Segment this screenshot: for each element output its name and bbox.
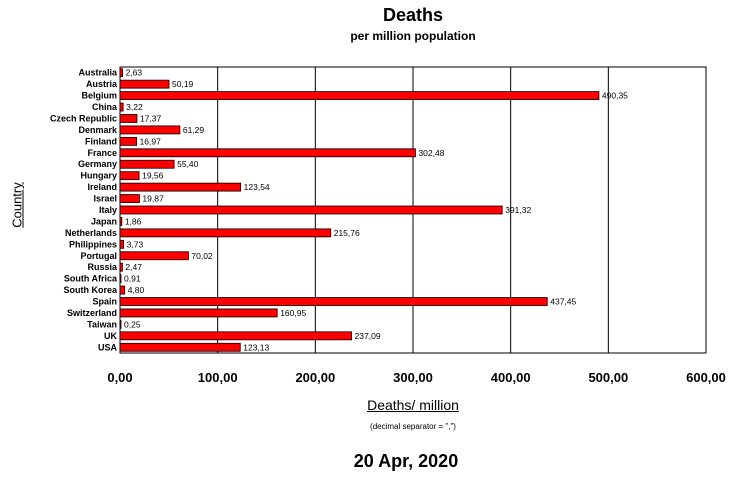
category-label: Hungary: [80, 171, 117, 181]
bar: [119, 262, 123, 272]
x-tick-label: 600,00: [686, 370, 726, 385]
value-label: 2,47: [125, 262, 142, 272]
category-label: Belgium: [81, 91, 117, 101]
value-label: 19,87: [142, 194, 164, 204]
bar: [119, 297, 548, 306]
x-tick-label: 400,00: [491, 370, 531, 385]
value-label: 3,73: [127, 239, 144, 249]
category-label: Portugal: [80, 251, 117, 261]
bar: [119, 171, 140, 181]
category-label: Italy: [99, 205, 117, 215]
bar: [119, 68, 123, 78]
category-label: Austria: [86, 79, 118, 89]
category-label: Japan: [91, 216, 117, 226]
bar: [119, 308, 278, 318]
category-label: Spain: [92, 297, 117, 307]
value-label: 437,45: [550, 297, 576, 307]
category-label: UK: [104, 331, 117, 341]
value-label: 17,37: [140, 113, 162, 123]
x-axis-label: Deaths/ million: [367, 397, 459, 413]
bar: [119, 342, 241, 352]
value-label: 1,86: [125, 216, 142, 226]
category-label: Netherlands: [65, 228, 117, 238]
bar: [119, 319, 122, 329]
value-label: 302,48: [418, 148, 444, 158]
chart-title: Deaths: [382, 5, 444, 25]
category-label: China: [92, 102, 118, 112]
category-label: USA: [98, 342, 118, 352]
value-label: 490,35: [602, 91, 628, 101]
category-label: Russia: [87, 262, 118, 272]
bar: [119, 125, 181, 135]
chart-date: 20 Apr, 2020: [353, 451, 459, 471]
value-label: 0,25: [124, 319, 141, 329]
category-label: Czech Republic: [50, 113, 117, 123]
value-label: 123,13: [243, 342, 269, 352]
x-tick-label: 100,00: [198, 370, 238, 385]
value-label: 3,22: [126, 102, 143, 112]
bar: [119, 194, 140, 203]
bar: [119, 274, 122, 284]
bar: [119, 251, 189, 261]
category-label: South Korea: [63, 285, 117, 295]
category-label: Germany: [78, 159, 117, 169]
category-label: France: [87, 148, 117, 158]
category-label: Denmark: [78, 125, 118, 135]
category-label: Israel: [93, 194, 117, 204]
category-label: Finland: [85, 136, 117, 146]
value-label: 2,63: [126, 68, 143, 78]
bar: [119, 136, 137, 146]
category-label: Australia: [78, 68, 118, 78]
bar: [119, 285, 126, 295]
bars: [119, 68, 600, 352]
category-label: Philippines: [69, 239, 117, 249]
value-label: 55,40: [177, 159, 199, 169]
value-label: 237,09: [355, 331, 381, 341]
x-tick-label: 0,00: [107, 370, 132, 385]
bar: [119, 91, 600, 100]
bar: [119, 228, 332, 238]
bar: [119, 182, 242, 192]
bar: [119, 205, 503, 215]
x-tick-label: 200,00: [295, 370, 335, 385]
category-label: Ireland: [87, 182, 117, 192]
category-label: Taiwan: [87, 319, 117, 329]
decimal-separator-note: (decimal separator = ","): [370, 422, 456, 431]
value-label: 70,02: [191, 251, 213, 261]
bar: [119, 217, 123, 226]
value-label: 391,32: [505, 205, 531, 215]
value-label: 61,29: [183, 125, 205, 135]
value-label: 19,56: [142, 171, 164, 181]
value-label: 16,97: [140, 136, 162, 146]
chart-subtitle: per million population: [350, 29, 476, 43]
bar: [119, 159, 175, 169]
x-tick-label: 500,00: [588, 370, 628, 385]
bar: [119, 239, 125, 249]
bar: [119, 79, 170, 89]
bar: [119, 331, 352, 341]
value-label: 160,95: [280, 308, 306, 318]
value-label: 123,54: [244, 182, 270, 192]
bar: [119, 102, 124, 112]
category-label: Switzerland: [67, 308, 117, 318]
bar: [119, 114, 138, 123]
value-label: 215,76: [334, 228, 360, 238]
value-label: 0,91: [124, 274, 141, 284]
category-label: South Africa: [64, 274, 118, 284]
value-label: 4,80: [128, 285, 145, 295]
value-label: 50,19: [172, 79, 194, 89]
x-tick-labels: 0,00 100,00 200,00 300,00 400,00 500,00 600,00: [107, 370, 726, 385]
bar: [119, 148, 416, 158]
x-tick-label: 300,00: [393, 370, 433, 385]
